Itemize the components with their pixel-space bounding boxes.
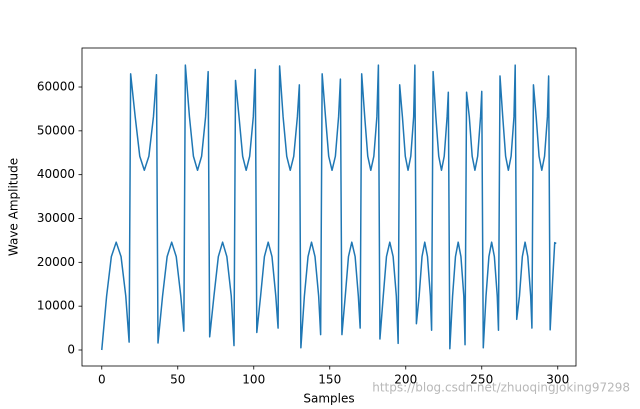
plot-frame xyxy=(81,47,577,367)
x-axis-label: Samples xyxy=(303,392,354,406)
line-series xyxy=(101,64,557,351)
y-tick-label: 0 xyxy=(67,343,75,357)
x-tick-label: 100 xyxy=(242,373,265,387)
x-tick-label: 200 xyxy=(394,373,417,387)
watermark: https://blog.csdn.net/zhuoqingjoking9729… xyxy=(372,381,630,395)
y-axis-label: Wave Amplitude xyxy=(7,158,21,256)
y-tick-label: 30000 xyxy=(37,211,75,225)
x-tick-label: 300 xyxy=(546,373,569,387)
y-tick-label: 10000 xyxy=(37,299,75,313)
y-tick-label: 40000 xyxy=(37,167,75,181)
y-tick-label: 20000 xyxy=(37,255,75,269)
y-tick-label: 60000 xyxy=(37,80,75,94)
x-tick-label: 50 xyxy=(170,373,185,387)
x-tick-label: 150 xyxy=(318,373,341,387)
x-tick-label: 0 xyxy=(98,373,106,387)
y-tick-label: 50000 xyxy=(37,123,75,137)
x-tick-label: 250 xyxy=(470,373,493,387)
